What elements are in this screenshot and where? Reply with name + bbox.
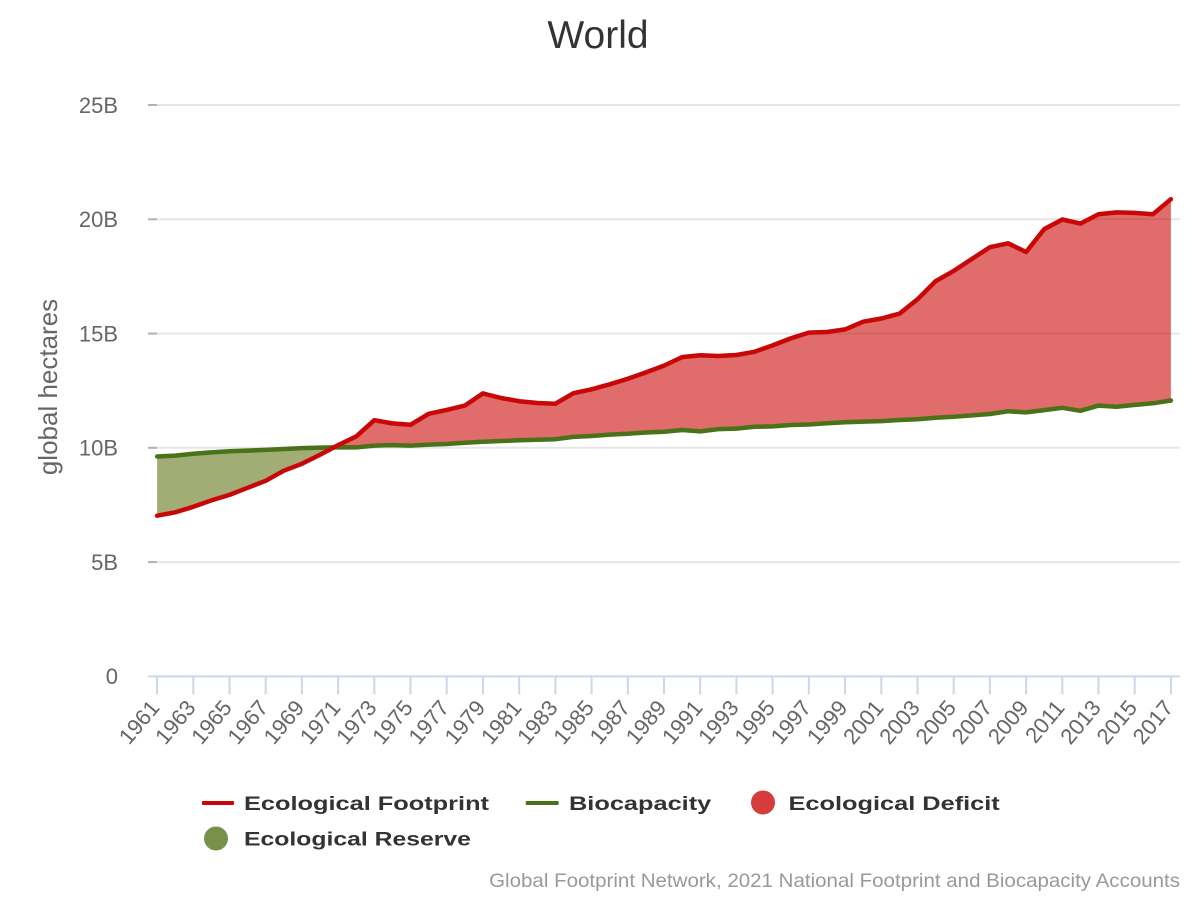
svg-text:World: World [547,14,648,57]
svg-text:global hectares: global hectares [33,299,63,475]
svg-text:25B: 25B [79,93,118,118]
svg-text:Biocapacity: Biocapacity [569,793,712,815]
svg-text:Global Footprint Network, 2021: Global Footprint Network, 2021 National … [489,871,1180,892]
svg-text:Ecological Reserve: Ecological Reserve [244,828,471,850]
svg-text:10B: 10B [79,436,118,461]
svg-text:Ecological Deficit: Ecological Deficit [789,793,1001,815]
svg-text:5B: 5B [91,550,118,575]
svg-text:Ecological Footprint: Ecological Footprint [244,793,490,815]
svg-text:15B: 15B [79,321,118,346]
svg-text:0: 0 [106,664,118,689]
svg-text:20B: 20B [79,207,118,232]
